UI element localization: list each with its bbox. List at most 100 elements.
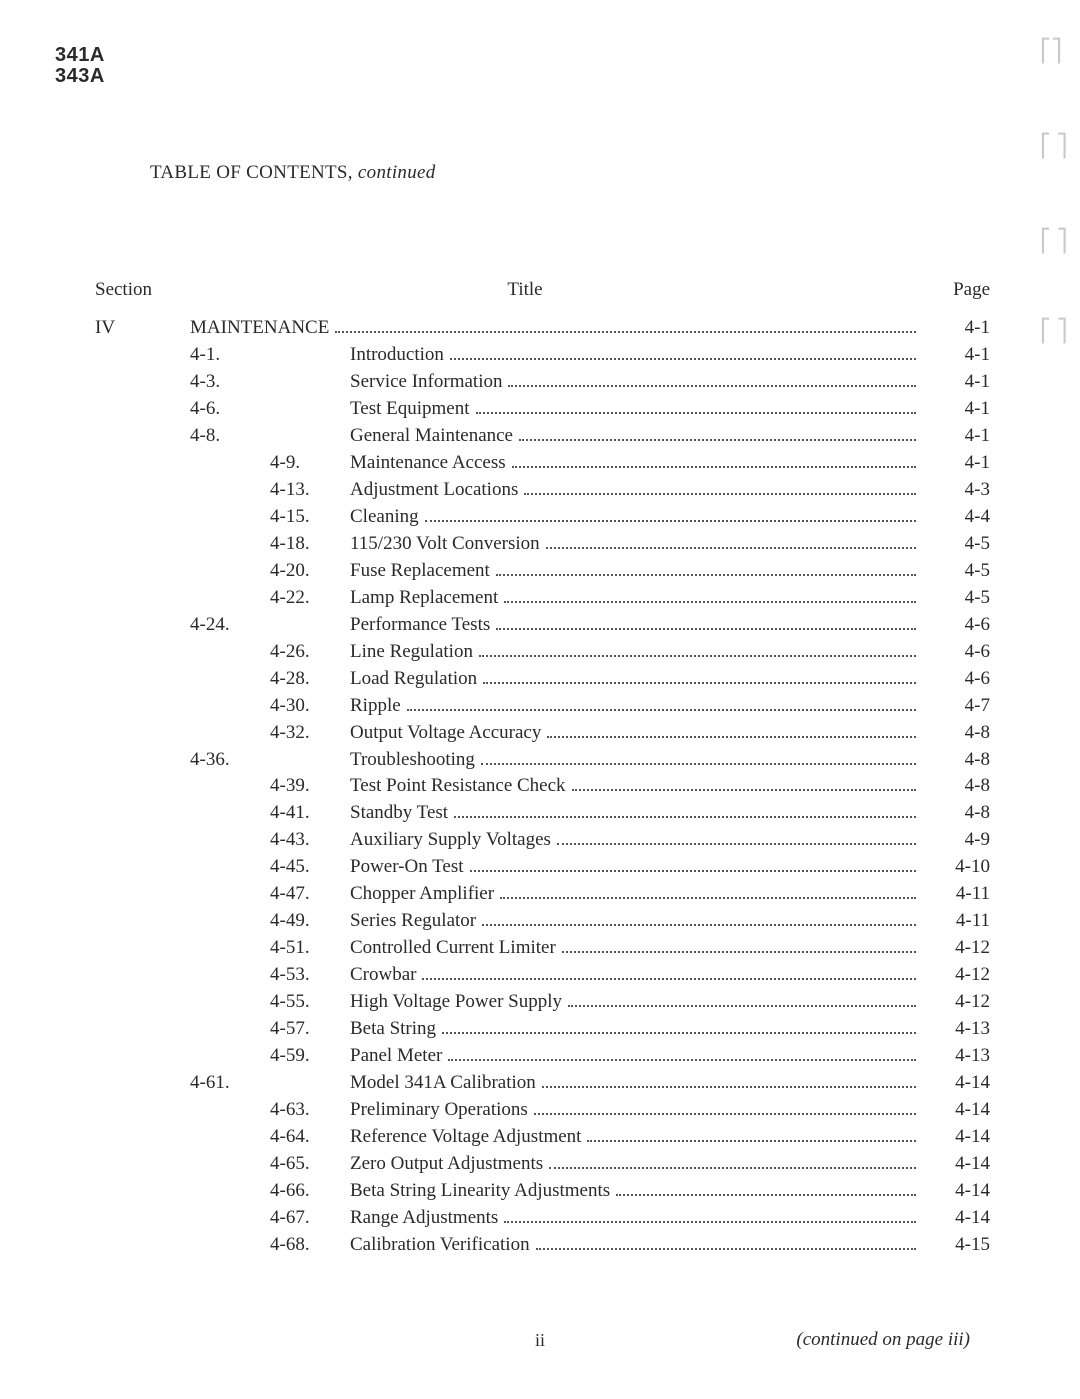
- toc-row: 4-1. Introduction 4-1: [95, 342, 990, 369]
- toc-page-number: 4-6: [920, 612, 990, 639]
- toc-title-cell: Output Voltage Accuracy: [350, 720, 920, 747]
- toc-title-text: Service Information: [350, 369, 502, 396]
- toc-number-level2: 4-28.: [270, 666, 350, 693]
- dot-leader: [587, 1140, 916, 1142]
- toc-row: 4-39.Test Point Resistance Check4-8: [95, 773, 990, 800]
- toc-row: 4-15.Cleaning 4-4: [95, 504, 990, 531]
- toc-title-cell: Standby Test: [350, 800, 920, 827]
- toc-number-level2: 4-53.: [270, 962, 350, 989]
- toc-row: 4-24.Performance Tests4-6: [95, 612, 990, 639]
- toc-number-level2: 4-51.: [270, 935, 350, 962]
- dot-leader: [508, 385, 916, 387]
- toc-title-cell: Panel Meter: [350, 1043, 920, 1070]
- toc-title-cell: Beta String Linearity Adjustments: [350, 1178, 920, 1205]
- toc-title-cell: Zero Output Adjustments: [350, 1151, 920, 1178]
- toc-section-number: IV: [95, 315, 190, 342]
- dot-leader: [470, 870, 916, 872]
- dot-leader: [483, 682, 916, 684]
- toc-number-level2: 4-9.: [270, 450, 350, 477]
- toc-row: 4-3.Service Information4-1: [95, 369, 990, 396]
- toc-title-cell: High Voltage Power Supply: [350, 989, 920, 1016]
- toc-row: 4-8.General Maintenance4-1: [95, 423, 990, 450]
- toc-title-text: Load Regulation: [350, 666, 477, 693]
- toc-row: IVMAINTENANCE4-1: [95, 315, 990, 342]
- dot-leader: [500, 897, 916, 899]
- toc-title-text: 115/230 Volt Conversion: [350, 531, 540, 558]
- toc-title-text: Model 341A Calibration: [350, 1070, 536, 1097]
- dot-leader: [512, 466, 916, 468]
- toc-title-cell: Beta String: [350, 1016, 920, 1043]
- scan-artifact: ⎡ ⎤: [1040, 230, 1074, 252]
- toc-page-number: 4-4: [920, 504, 990, 531]
- toc-number-level2: 4-49.: [270, 908, 350, 935]
- toc-row: 4-20.Fuse Replacement4-5: [95, 558, 990, 585]
- toc-page-number: 4-5: [920, 558, 990, 585]
- toc-heading: TABLE OF CONTENTS, continued: [150, 162, 990, 184]
- toc-page-number: 4-14: [920, 1151, 990, 1178]
- toc-page-number: 4-1: [920, 342, 990, 369]
- toc-row: 4-61.Model 341A Calibration4-14: [95, 1070, 990, 1097]
- toc-page-number: 4-1: [920, 423, 990, 450]
- toc-number-level2: 4-30.: [270, 693, 350, 720]
- toc-number-level2: 4-64.: [270, 1124, 350, 1151]
- model-line-1: 341A: [55, 45, 990, 66]
- toc-page-number: 4-14: [920, 1070, 990, 1097]
- toc-title-text: Introduction: [350, 342, 444, 369]
- toc-number-level2: 4-13.: [270, 477, 350, 504]
- toc-title-cell: Introduction: [350, 342, 920, 369]
- dot-leader: [572, 789, 916, 791]
- toc-title-cell: Calibration Verification: [350, 1232, 920, 1259]
- toc-row: 4-67.Range Adjustments4-14: [95, 1205, 990, 1232]
- scan-artifact: ⎡ ⎤: [1040, 135, 1074, 157]
- toc-number-level2: 4-59.: [270, 1043, 350, 1070]
- toc-number-level2: 4-63.: [270, 1097, 350, 1124]
- toc-title-text: Cleaning: [350, 504, 419, 531]
- toc-title-cell: General Maintenance: [350, 423, 920, 450]
- dot-leader: [425, 520, 916, 522]
- toc-title-cell: Line Regulation: [350, 639, 920, 666]
- toc-page-number: 4-14: [920, 1178, 990, 1205]
- toc-page-number: 4-1: [920, 450, 990, 477]
- toc-title-cell: Chopper Amplifier: [350, 881, 920, 908]
- dot-leader: [481, 763, 916, 765]
- toc-title-cell: Series Regulator: [350, 908, 920, 935]
- dot-leader: [476, 412, 916, 414]
- toc-row: 4-55.High Voltage Power Supply4-12: [95, 989, 990, 1016]
- toc-title-cell: Adjustment Locations: [350, 477, 920, 504]
- toc-title-text: Line Regulation: [350, 639, 473, 666]
- toc-title-text: Power-On Test: [350, 854, 464, 881]
- toc-heading-prefix: TABLE OF CONTENTS,: [150, 162, 358, 183]
- toc-title-cell: Reference Voltage Adjustment: [350, 1124, 920, 1151]
- toc-row: 4-6.Test Equipment4-1: [95, 396, 990, 423]
- toc-row: 4-65.Zero Output Adjustments4-14: [95, 1151, 990, 1178]
- toc-row: 4-53.Crowbar4-12: [95, 962, 990, 989]
- toc-title-cell: Auxiliary Supply Voltages: [350, 827, 920, 854]
- dot-leader: [546, 547, 916, 549]
- toc-row: 4-9.Maintenance Access 4-1: [95, 450, 990, 477]
- toc-row: 4-18.115/230 Volt Conversion4-5: [95, 531, 990, 558]
- dot-leader: [504, 1221, 916, 1223]
- toc-title-cell: Test Equipment: [350, 396, 920, 423]
- toc-title-text: Panel Meter: [350, 1043, 442, 1070]
- toc-number-level2: 4-15.: [270, 504, 350, 531]
- dot-leader: [549, 1167, 916, 1169]
- toc-number-level2: 4-26.: [270, 639, 350, 666]
- toc-row: 4-66.Beta String Linearity Adjustments4-…: [95, 1178, 990, 1205]
- toc-page-number: 4-14: [920, 1205, 990, 1232]
- toc-title-text: Ripple: [350, 693, 401, 720]
- toc-title-text: Maintenance Access: [350, 450, 506, 477]
- toc-page-number: 4-11: [920, 881, 990, 908]
- toc-title-cell: Service Information: [350, 369, 920, 396]
- dot-leader: [422, 978, 916, 980]
- toc-title-text: Standby Test: [350, 800, 448, 827]
- toc-row: 4-68.Calibration Verification4-15: [95, 1232, 990, 1259]
- dot-leader: [547, 736, 916, 738]
- toc-number-level1: 4-1.: [190, 342, 270, 369]
- toc-title-text: Preliminary Operations: [350, 1097, 528, 1124]
- dot-leader: [482, 924, 916, 926]
- toc-number-level2: 4-43.: [270, 827, 350, 854]
- toc-title-text: Test Point Resistance Check: [350, 773, 566, 800]
- toc-title-cell: Ripple: [350, 693, 920, 720]
- dot-leader: [454, 816, 916, 818]
- scan-artifact: ⎡ ⎤: [1040, 320, 1074, 342]
